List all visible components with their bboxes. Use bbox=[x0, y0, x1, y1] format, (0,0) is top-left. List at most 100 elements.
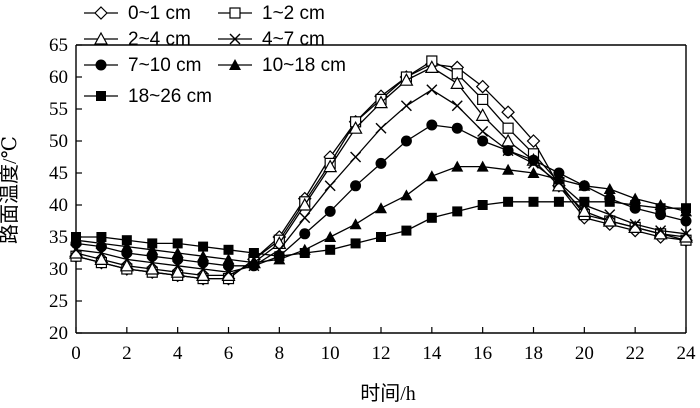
series-3-point-22 bbox=[629, 218, 641, 230]
legend-marker-5 bbox=[229, 59, 241, 70]
series-5-point-11 bbox=[349, 218, 362, 230]
series-4-point-13 bbox=[400, 135, 412, 147]
series-2-point-15 bbox=[450, 76, 465, 90]
series-3-point-16 bbox=[477, 125, 489, 137]
series-6-point-6 bbox=[223, 244, 234, 255]
series-layer bbox=[68, 55, 694, 286]
series-5-point-3 bbox=[146, 243, 159, 255]
y-tick-label-40: 40 bbox=[49, 195, 68, 216]
x-tick-label-16: 16 bbox=[473, 343, 492, 364]
series-4-point-19 bbox=[553, 167, 565, 179]
series-5-point-4 bbox=[171, 247, 184, 258]
series-2-point-11 bbox=[348, 120, 363, 134]
x-tick-label-18: 18 bbox=[524, 343, 543, 364]
series-3-point-12-b bbox=[375, 122, 387, 134]
series-5-point-5 bbox=[197, 250, 210, 262]
series-2-point-9 bbox=[297, 197, 312, 211]
series-6-point-23 bbox=[655, 203, 666, 214]
legend-marker-0 bbox=[94, 6, 108, 20]
legend-label-6: 18~26 cm bbox=[128, 86, 212, 107]
series-5-point-2 bbox=[120, 240, 133, 252]
series-6-point-20 bbox=[579, 196, 590, 207]
legend-marker-4 bbox=[95, 59, 107, 71]
legend-label-4: 7~10 cm bbox=[128, 55, 201, 76]
series-3-point-11 bbox=[350, 151, 362, 163]
series-3-point-10 bbox=[324, 180, 336, 192]
legend-label-0: 0~1 cm bbox=[128, 3, 191, 24]
y-tick-label-20: 20 bbox=[49, 323, 68, 344]
series-2-point-3 bbox=[145, 261, 160, 275]
x-tick-label-14: 14 bbox=[422, 343, 442, 364]
series-3-point-13 bbox=[400, 100, 412, 112]
series-4 bbox=[70, 119, 692, 272]
series-4-point-17 bbox=[502, 145, 514, 157]
series-6-point-3 bbox=[147, 238, 158, 249]
series-3-point-15-b bbox=[451, 100, 463, 112]
series-5-point-19 bbox=[552, 173, 565, 185]
legend-item-1: 1~2 cm bbox=[218, 3, 325, 24]
series-6-point-16 bbox=[477, 200, 488, 210]
series-3-point-23-b bbox=[655, 225, 667, 237]
legend: 0~1 cm 1~2 cm 2~4 cm 4~7 cm 7~10 cm 10~18 cm 1… bbox=[84, 3, 346, 107]
series-5-point-13 bbox=[400, 189, 413, 201]
series-2-point-20 bbox=[577, 204, 592, 217]
series-2-point-16 bbox=[475, 108, 490, 122]
series-0-point-18 bbox=[526, 134, 541, 148]
series-0-point-17 bbox=[501, 105, 515, 120]
legend-marker-6 bbox=[96, 91, 106, 101]
series-5-point-18 bbox=[527, 167, 540, 178]
series-5-point-1 bbox=[95, 237, 108, 249]
legend-item-2: 2~4 cm bbox=[84, 29, 191, 50]
series-3-point-10-b bbox=[324, 180, 336, 192]
legend-marker-3-b bbox=[229, 33, 241, 45]
series-2-point-13 bbox=[399, 72, 414, 86]
series-3-point-9 bbox=[299, 212, 311, 224]
series-5-point-20 bbox=[578, 179, 591, 191]
series-3-point-9-b bbox=[299, 212, 311, 224]
series-2-point-12 bbox=[373, 95, 389, 109]
series-3-point-16-b bbox=[477, 125, 489, 137]
axes: 0 2 4 6 8 10 12 14 16 18 20 22 242025303540455055606… bbox=[49, 35, 696, 364]
x-tick-label-0: 0 bbox=[71, 343, 81, 364]
series-5-point-17 bbox=[502, 163, 515, 175]
series-2-point-14 bbox=[424, 60, 439, 74]
series-3-point-15 bbox=[451, 100, 463, 112]
series-2-point-5 bbox=[196, 268, 211, 281]
series-5-point-6 bbox=[222, 253, 235, 265]
series-3-point-13-b bbox=[400, 100, 412, 112]
y-tick-label-45: 45 bbox=[49, 163, 68, 184]
series-2-point-2 bbox=[119, 258, 134, 272]
series-5-point-21 bbox=[603, 183, 616, 194]
y-tick-label-60: 60 bbox=[49, 67, 68, 88]
y-tick-label-25: 25 bbox=[49, 291, 68, 312]
x-tick-label-2: 2 bbox=[122, 343, 132, 364]
series-3-point-21-b bbox=[604, 209, 616, 221]
series-6 bbox=[71, 196, 691, 262]
series-6-point-22 bbox=[630, 200, 641, 210]
series-4-point-24 bbox=[680, 215, 692, 227]
series-5-point-12 bbox=[375, 202, 387, 214]
series-2-point-21 bbox=[602, 213, 617, 227]
series-3-point-21 bbox=[604, 209, 616, 221]
series-6-point-14 bbox=[426, 212, 437, 223]
series-6-point-24 bbox=[681, 203, 691, 214]
series-4-point-16 bbox=[477, 135, 489, 147]
series-3 bbox=[70, 84, 692, 278]
series-6-point-5 bbox=[198, 241, 209, 252]
series-6-point-13 bbox=[401, 225, 412, 236]
y-tick-label-30: 30 bbox=[49, 259, 68, 280]
series-6-point-21 bbox=[604, 196, 615, 207]
series-6-point-19 bbox=[553, 196, 564, 207]
legend-label-5: 10~18 cm bbox=[262, 55, 346, 76]
x-tick-label-20: 20 bbox=[575, 343, 594, 364]
series-3-point-22-b bbox=[629, 218, 641, 230]
legend-item-4: 7~10 cm bbox=[84, 55, 201, 76]
series-5 bbox=[70, 160, 692, 268]
series-5-point-7 bbox=[247, 256, 260, 268]
series-4-point-12 bbox=[375, 157, 387, 169]
y-tick-label-55: 55 bbox=[49, 99, 68, 120]
legend-item-3: 4~7 cm bbox=[218, 29, 325, 50]
series-0-point-16 bbox=[475, 79, 490, 94]
series-line-4 bbox=[75, 124, 687, 267]
series-3-point-14-b bbox=[426, 84, 438, 96]
